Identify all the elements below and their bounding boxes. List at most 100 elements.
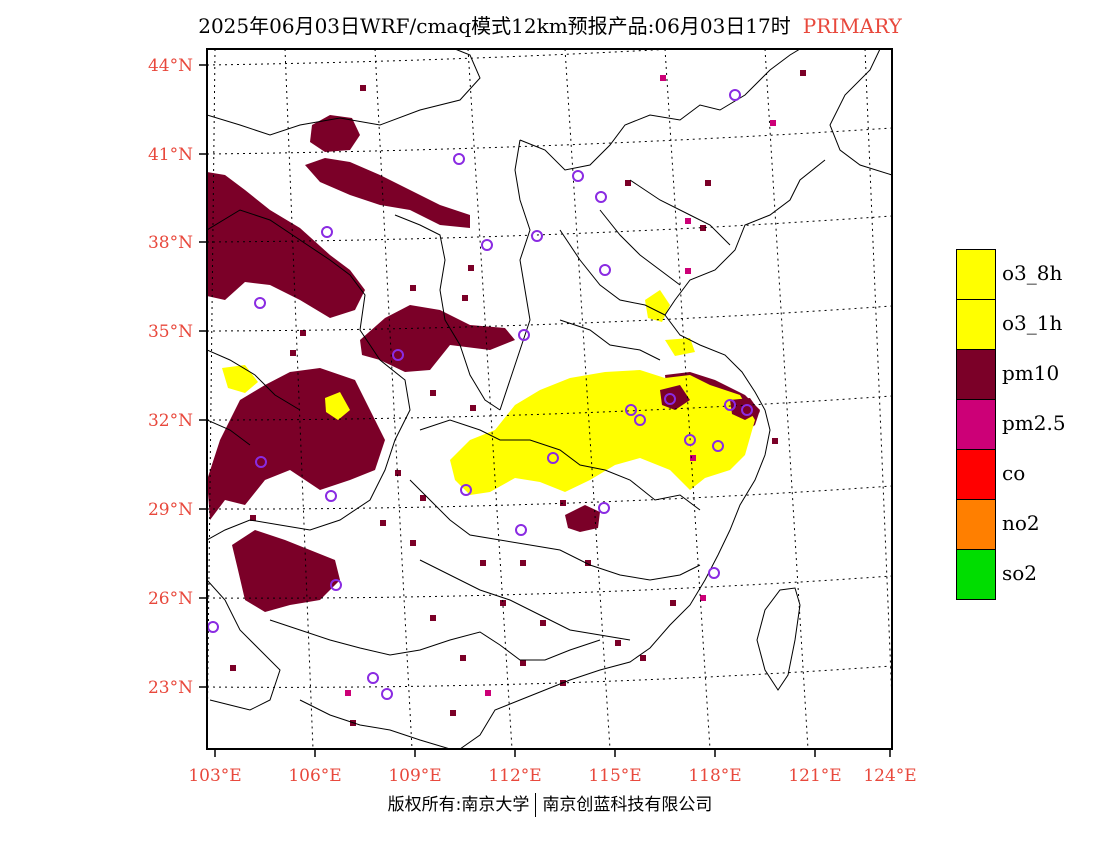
province-lines-6 bbox=[269, 619, 601, 749]
pollution-speckle bbox=[480, 560, 486, 566]
north-border bbox=[207, 49, 481, 136]
lat-tick-label: 38°N bbox=[148, 233, 193, 253]
lon-tick-label: 118°E bbox=[688, 766, 741, 786]
map-title: 2025年06月03日WRF/cmaq模式12km预报产品:06月03日17时 P… bbox=[0, 10, 1100, 39]
pollution-speckle bbox=[585, 560, 591, 566]
station-marker bbox=[531, 230, 543, 242]
legend-label: no2 bbox=[1002, 511, 1040, 535]
legend-label: o3_1h bbox=[1002, 311, 1063, 335]
lat-tick-label: 26°N bbox=[148, 589, 193, 609]
station-marker bbox=[598, 502, 610, 514]
province-lines-3 bbox=[519, 49, 801, 171]
lat-grid-35 bbox=[207, 305, 892, 332]
pm10-spot-shanghai bbox=[730, 398, 760, 420]
station-marker bbox=[599, 264, 611, 276]
station-marker bbox=[664, 393, 676, 405]
boundary-layer bbox=[207, 49, 892, 749]
pollution-speckle bbox=[670, 600, 676, 606]
legend-swatch bbox=[956, 449, 996, 499]
coastline bbox=[459, 49, 892, 749]
station-marker bbox=[325, 490, 337, 502]
province-lines-1 bbox=[207, 209, 411, 541]
lat-tick-label: 35°N bbox=[148, 322, 193, 342]
grid-lines bbox=[207, 49, 892, 749]
lon-grid-124 bbox=[864, 49, 892, 701]
legend-swatch bbox=[956, 549, 996, 600]
lon-tick-label: 124°E bbox=[863, 766, 916, 786]
pollution-speckle bbox=[360, 85, 366, 91]
station-marker bbox=[625, 404, 637, 416]
lon-tick-label: 121°E bbox=[788, 766, 841, 786]
map-title-tag: PRIMARY bbox=[802, 14, 902, 38]
pm10-region-northwest bbox=[207, 172, 365, 318]
station-marker bbox=[547, 452, 559, 464]
station-layer bbox=[207, 89, 753, 700]
station-marker bbox=[207, 621, 219, 633]
station-marker bbox=[330, 579, 342, 591]
station-marker bbox=[684, 434, 696, 446]
pm10-region-inner-mongolia-1 bbox=[305, 158, 470, 228]
pollution-speckle bbox=[500, 600, 506, 606]
pollution-speckle bbox=[772, 438, 778, 444]
pollution-speckle bbox=[700, 595, 706, 601]
legend-swatch bbox=[956, 249, 996, 299]
pollution-speckle bbox=[410, 285, 416, 291]
lon-tick-label: 106°E bbox=[288, 766, 341, 786]
lat-tick-label: 29°N bbox=[148, 500, 193, 520]
station-marker bbox=[712, 440, 724, 452]
pollution-speckle bbox=[640, 655, 646, 661]
pollution-speckle bbox=[520, 660, 526, 666]
pollution-layer bbox=[207, 70, 806, 726]
station-marker bbox=[481, 239, 493, 251]
lat-tick-label: 41°N bbox=[148, 145, 193, 165]
pm10-region-shaanxi bbox=[360, 305, 515, 372]
station-marker bbox=[724, 399, 736, 411]
pollution-speckle bbox=[615, 640, 621, 646]
pollution-speckle bbox=[540, 620, 546, 626]
province-lines-7 bbox=[599, 179, 731, 286]
pollution-speckle bbox=[690, 455, 696, 461]
station-marker bbox=[321, 226, 333, 238]
axis-labels: 44°N 41°N 38°N 35°N 32°N 29°N 26°N 23°N 103°E 106… bbox=[148, 56, 917, 786]
pollution-speckle bbox=[470, 405, 476, 411]
lat-grid-44 bbox=[207, 49, 682, 66]
pollution-speckle bbox=[420, 495, 426, 501]
province-lines-8 bbox=[207, 349, 301, 711]
o3-region-sichuan-west bbox=[222, 365, 258, 393]
pollution-speckle bbox=[430, 390, 436, 396]
map-frame bbox=[206, 48, 893, 750]
legend-swatch bbox=[956, 499, 996, 549]
pollution-speckle bbox=[520, 560, 526, 566]
pollution-speckle bbox=[430, 615, 436, 621]
station-marker bbox=[595, 191, 607, 203]
station-marker bbox=[515, 524, 527, 536]
lat-tick-label: 44°N bbox=[148, 56, 193, 76]
pollution-speckle bbox=[685, 268, 691, 274]
pollution-speckle bbox=[468, 265, 474, 271]
pollution-speckle bbox=[560, 500, 566, 506]
axis-ticks bbox=[199, 64, 891, 757]
legend-swatch bbox=[956, 349, 996, 399]
o3-region-sichuan-mid bbox=[325, 392, 350, 420]
pollution-speckle bbox=[290, 350, 296, 356]
lat-grid-29 bbox=[207, 485, 892, 510]
station-marker bbox=[453, 153, 465, 165]
pollution-speckle bbox=[450, 710, 456, 716]
station-marker bbox=[741, 404, 753, 416]
pollution-speckle bbox=[230, 665, 236, 671]
lon-grid-103 bbox=[207, 49, 216, 749]
copyright-separator bbox=[535, 793, 537, 817]
pm10-region-hubei bbox=[565, 505, 600, 532]
copyright: 版权所有:南京大学 南京创蓝科技有限公司 bbox=[0, 790, 1100, 817]
station-marker bbox=[634, 414, 646, 426]
legend-label: co bbox=[1002, 461, 1026, 485]
station-marker bbox=[255, 456, 267, 468]
pollution-speckle bbox=[770, 120, 776, 126]
map-title-text: 2025年06月03日WRF/cmaq模式12km预报产品:06月03日17时 bbox=[198, 14, 791, 38]
lon-grid-109 bbox=[374, 49, 413, 749]
o3-region-central bbox=[450, 370, 755, 495]
pollution-speckle bbox=[660, 75, 666, 81]
pm10-region-sichuan bbox=[207, 368, 385, 520]
legend-swatch bbox=[956, 399, 996, 449]
